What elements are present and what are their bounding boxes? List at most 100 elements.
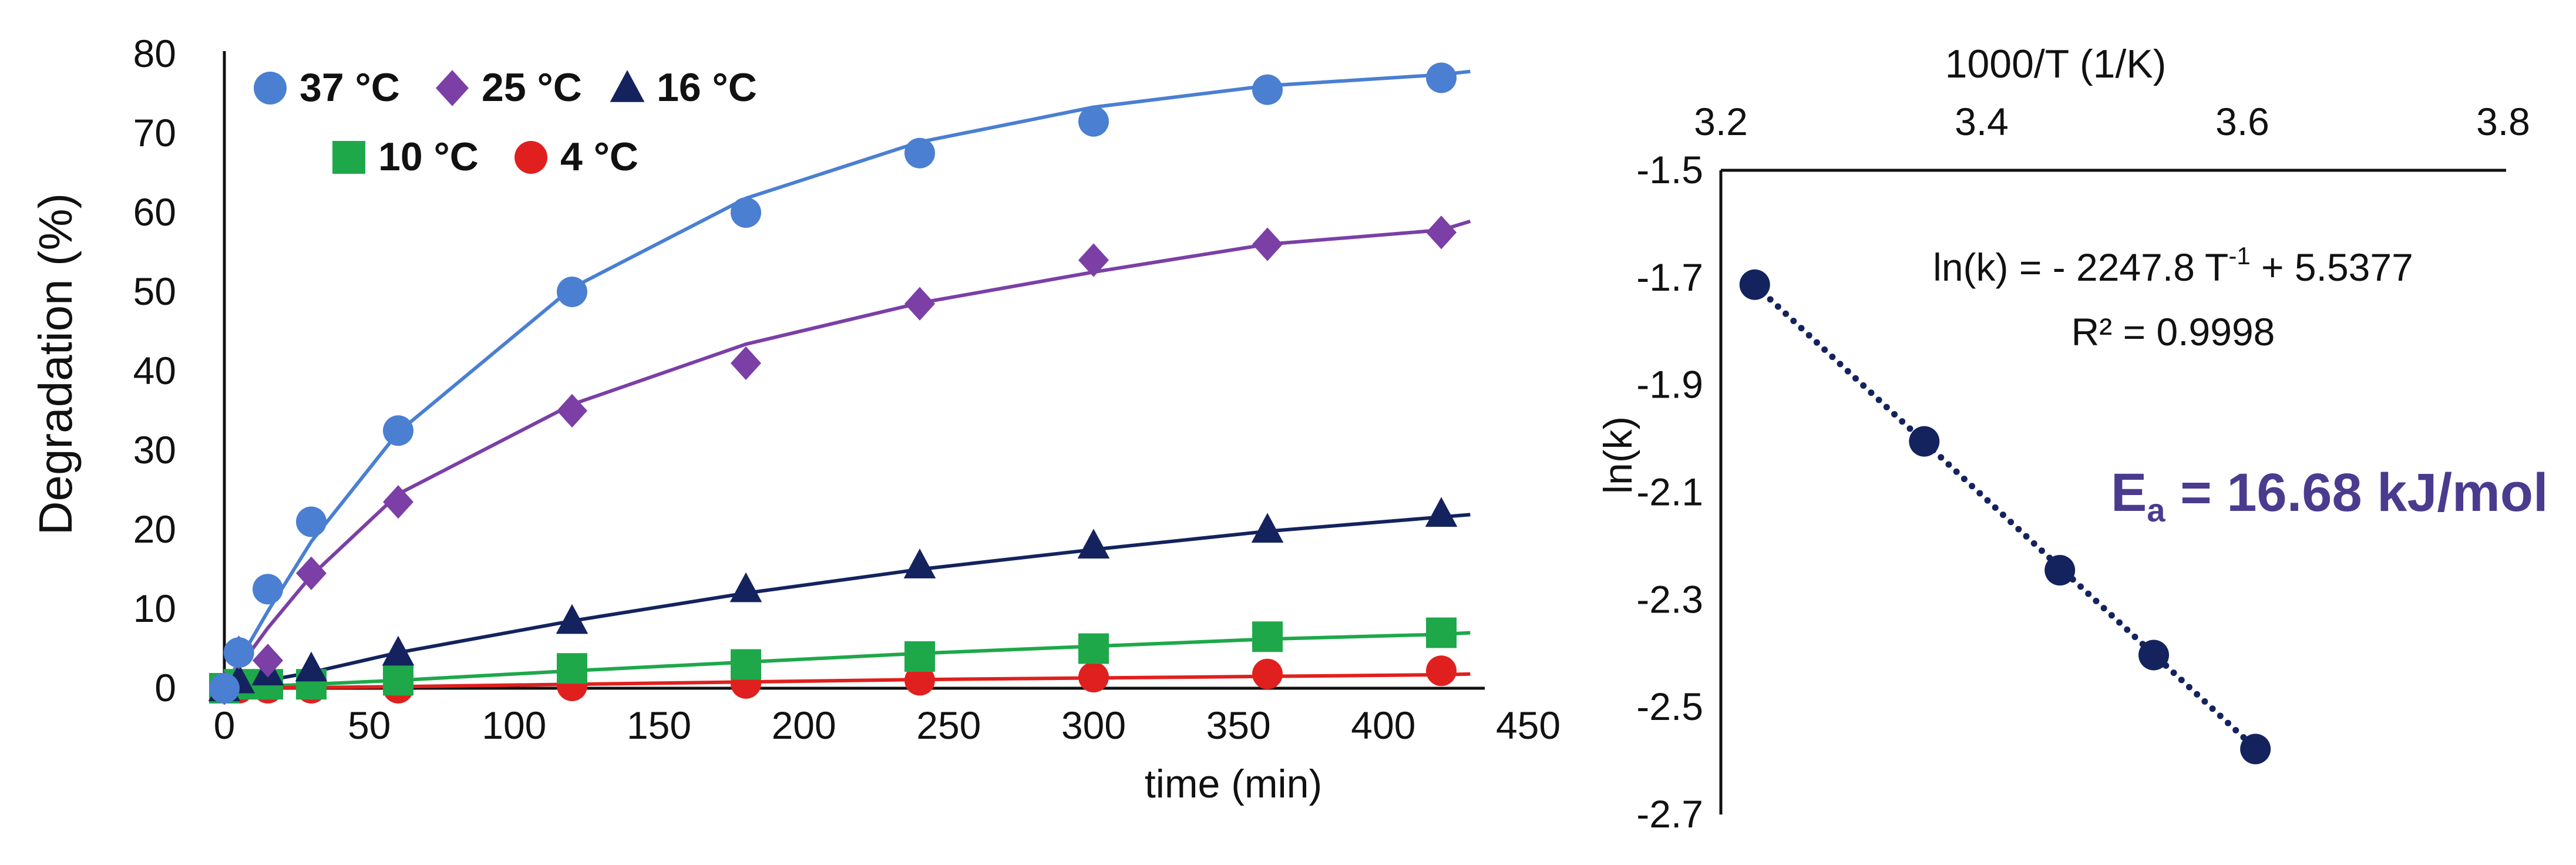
legend-marker-25 (436, 70, 469, 106)
point-10C (904, 641, 935, 672)
legend-marker-37 (254, 72, 287, 105)
x-tick-label: 200 (772, 704, 836, 747)
x-tick-label: 3.4 (1955, 100, 2009, 143)
legend: 37 °C 25 °C 16 °C 10 °C 4 °C (254, 65, 757, 179)
point-16C (1251, 513, 1284, 543)
legend-marker-16 (610, 70, 645, 102)
point-4C (904, 665, 935, 696)
y-tick-label: 10 (133, 587, 176, 630)
point-25C (904, 287, 935, 321)
y-tick-label: -2.3 (1636, 577, 1703, 621)
x-tick-labels: 3.2 3.4 3.6 3.8 (1694, 100, 2530, 143)
arrhenius-point (2138, 640, 2170, 671)
degradation-chart: 0 50 100 150 200 250 300 350 400 450 0 10 20 30 40 50 6… (29, 32, 1561, 806)
legend-label-25: 25 °C (482, 65, 582, 110)
x-tick-label: 350 (1206, 704, 1271, 747)
x-tick-label: 0 (214, 704, 236, 747)
x-tick-labels: 0 50 100 150 200 250 300 350 400 450 (214, 704, 1561, 747)
point-4C (1426, 655, 1457, 686)
point-37C (223, 637, 254, 668)
point-16C (1077, 529, 1110, 559)
legend-marker-4 (514, 141, 547, 174)
y-tick-label: -2.1 (1636, 470, 1703, 514)
y-tick-labels: -1.5 -1.7 -1.9 -2.1 -2.3 -2.5 -2.7 (1636, 148, 1703, 836)
left-axes (223, 51, 1485, 690)
point-37C (296, 506, 327, 537)
data-points (208, 62, 1458, 705)
x-tick-label: 3.8 (2476, 100, 2530, 143)
legend-marker-10 (332, 141, 365, 174)
point-37C (1078, 106, 1109, 137)
x-axis-title: time (min) (1145, 762, 1322, 806)
point-10C (557, 653, 587, 684)
point-37C (209, 673, 240, 704)
x-tick-label: 150 (627, 704, 691, 747)
point-25C (557, 393, 587, 428)
point-25C (731, 346, 761, 381)
point-37C (383, 415, 413, 446)
x-tick-label: 450 (1496, 704, 1561, 747)
point-25C (253, 644, 283, 678)
r-squared-label: R² = 0.9998 (2071, 310, 2275, 354)
x-tick-label: 3.6 (2215, 100, 2269, 143)
y-tick-label: -2.7 (1636, 792, 1703, 836)
x-tick-label: 3.2 (1694, 100, 1748, 143)
x-tick-label: 100 (482, 704, 546, 747)
fit-curve-25 (223, 220, 1471, 689)
point-37C (253, 574, 283, 605)
point-4C (1252, 658, 1283, 689)
y-tick-label: -1.7 (1636, 255, 1703, 299)
legend-label-37: 37 °C (300, 65, 400, 110)
point-25C (296, 556, 327, 590)
legend-label-16: 16 °C (657, 65, 757, 110)
arrhenius-point (2240, 733, 2271, 765)
point-10C (1426, 617, 1457, 648)
fit-curve-37 (223, 69, 1471, 689)
point-10C (1252, 621, 1283, 652)
y-tick-label: -2.5 (1636, 685, 1703, 728)
point-4C (1078, 662, 1109, 693)
arrhenius-point (1909, 426, 1940, 457)
point-37C (1426, 62, 1457, 93)
legend-label-10: 10 °C (378, 134, 479, 179)
point-10C (731, 649, 761, 680)
legend-label-4: 4 °C (560, 134, 638, 179)
point-25C (1252, 227, 1283, 261)
trendline (1751, 281, 2259, 752)
y-tick-label: 30 (133, 428, 176, 472)
arrhenius-point (1739, 269, 1770, 300)
x-tick-label: 300 (1061, 704, 1126, 747)
arrhenius-point (2044, 555, 2076, 586)
point-16C (1425, 497, 1458, 527)
x-tick-label: 250 (916, 704, 981, 747)
y-tick-label: 40 (133, 349, 176, 392)
point-10C (1078, 633, 1109, 664)
y-tick-label: -1.5 (1636, 148, 1703, 191)
y-tick-label: 0 (154, 666, 176, 709)
arrhenius-chart: 3.2 3.4 3.6 3.8 -1.5 -1.7 -1.9 -2.1 -2.3 -2.5 -2.… (1596, 42, 2548, 836)
point-16C (382, 635, 415, 666)
y-tick-label: -1.9 (1636, 363, 1703, 406)
y-axis-title: ln(k) (1596, 416, 1640, 494)
y-tick-label: 60 (133, 190, 176, 234)
y-axis-title: Degradation (%) (29, 193, 82, 536)
point-16C (903, 548, 936, 578)
x-tick-label: 50 (348, 704, 391, 747)
x-axis-title: 1000/T (1/K) (1945, 42, 2167, 86)
y-tick-label: 70 (133, 111, 176, 154)
point-16C (295, 651, 328, 682)
y-tick-label: 20 (133, 507, 176, 551)
point-25C (1426, 216, 1457, 250)
point-37C (904, 137, 935, 169)
point-37C (557, 277, 587, 307)
point-25C (383, 485, 413, 519)
y-tick-label: 80 (133, 32, 176, 75)
point-16C (556, 604, 588, 634)
data-points (1739, 269, 2271, 765)
activation-energy-label: Ea = 16.68 kJ/mol (2111, 463, 2548, 529)
point-16C (729, 572, 762, 603)
point-37C (731, 197, 761, 228)
equation-label: ln(k) = - 2247.8 T-1 + 5.5377 (1933, 242, 2413, 289)
y-tick-label: 50 (133, 270, 176, 313)
